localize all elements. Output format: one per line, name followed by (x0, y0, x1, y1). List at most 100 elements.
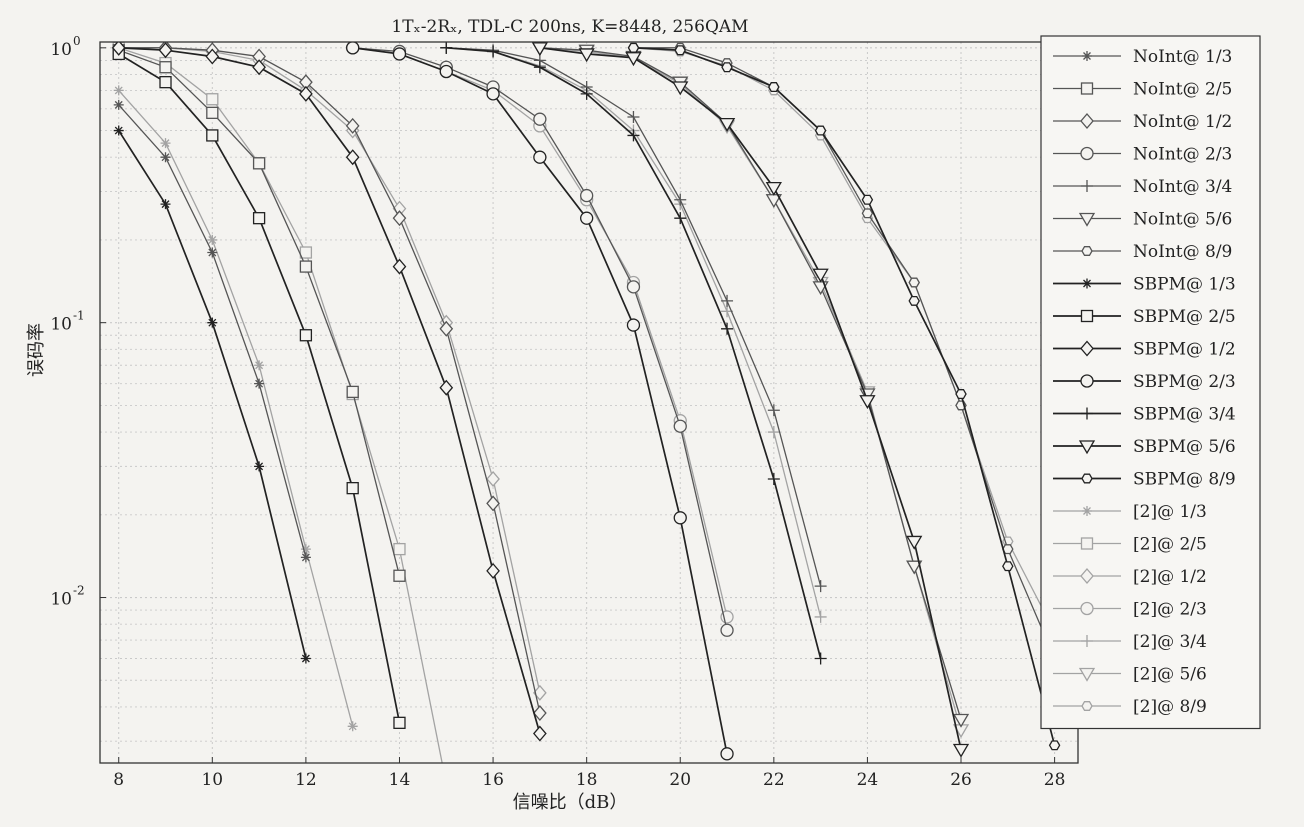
data-point (626, 318, 641, 332)
series-sbpm-5-6 (531, 42, 970, 758)
data-point (626, 280, 641, 294)
data-point (300, 653, 311, 664)
data-point (252, 59, 266, 76)
data-point (441, 778, 452, 789)
data-point (952, 713, 970, 728)
legend-label: [2]@ 5/6 (1133, 665, 1207, 685)
data-point (580, 87, 593, 100)
data-point (908, 295, 920, 306)
x-tick-label: 20 (669, 770, 691, 790)
legend-label: SBPM@ 1/2 (1133, 340, 1236, 360)
data-point (300, 552, 311, 563)
legend-label: [2]@ 8/9 (1133, 697, 1207, 717)
data-point (207, 234, 218, 245)
x-tick-label: 26 (950, 770, 972, 790)
data-point (533, 705, 547, 722)
data-point (159, 76, 172, 89)
data-point (345, 117, 360, 134)
data-point (861, 208, 874, 219)
data-point (721, 62, 733, 73)
data-point (487, 45, 500, 58)
data-point (299, 246, 313, 259)
legend-item: NoInt@ 1/2 (1053, 112, 1232, 132)
data-point (160, 152, 171, 163)
data-point (393, 569, 406, 582)
data-point (765, 181, 782, 196)
data-point (1078, 667, 1096, 682)
data-point (392, 210, 407, 227)
data-point (533, 725, 547, 742)
data-point (254, 461, 265, 472)
data-point (767, 426, 780, 439)
data-point (486, 495, 500, 512)
data-point (1081, 635, 1093, 647)
series-sbpm-1-3 (113, 125, 311, 664)
series-noint-1-3 (113, 99, 311, 563)
series-line (539, 47, 962, 731)
data-point (113, 99, 124, 110)
series-line (539, 47, 962, 720)
data-point (1082, 51, 1092, 61)
data-point (160, 138, 171, 149)
series--2-1-3 (113, 85, 358, 732)
series-noint-3-4 (440, 42, 827, 593)
data-point (578, 48, 595, 63)
data-point (674, 212, 687, 225)
data-point (1081, 473, 1093, 484)
data-point (720, 747, 734, 761)
legend-label: [2]@ 1/3 (1133, 502, 1207, 522)
x-axis-label: 信噪比（dB） (513, 792, 628, 813)
data-point (160, 199, 171, 210)
data-point (1048, 740, 1061, 751)
data-point (113, 85, 124, 96)
y-tick-exponent: -1 (73, 309, 85, 323)
x-tick-label: 16 (482, 770, 504, 790)
x-tick-label: 28 (1044, 770, 1066, 790)
data-point (111, 42, 126, 56)
legend-item: [2]@ 2/3 (1053, 600, 1207, 620)
data-point (300, 544, 311, 555)
series--2-3-4 (440, 42, 827, 623)
data-point (580, 211, 594, 225)
legend-label: SBPM@ 1/3 (1133, 275, 1236, 295)
legend-item: NoInt@ 5/6 (1053, 210, 1232, 230)
data-point (440, 42, 453, 54)
data-point (1081, 246, 1093, 256)
series-line (539, 46, 962, 750)
legend-item: SBPM@ 2/5 (1053, 307, 1236, 327)
series-sbpm-3-4 (440, 42, 827, 665)
y-tick-label: 10 -2 (50, 584, 84, 610)
x-tick-label: 18 (576, 770, 598, 790)
legend-label: NoInt@ 2/5 (1133, 80, 1232, 100)
data-point (533, 150, 547, 164)
data-point (533, 61, 546, 74)
data-point (627, 111, 640, 124)
data-point (1082, 278, 1092, 289)
series-sbpm-2-3 (346, 42, 734, 761)
series-line (633, 47, 1056, 659)
data-point (439, 64, 453, 79)
data-point (627, 42, 640, 53)
legend-label: SBPM@ 2/5 (1133, 307, 1236, 327)
grid-lines (100, 42, 1078, 763)
legend-item: SBPM@ 1/3 (1053, 275, 1236, 295)
data-point (205, 48, 220, 65)
data-point (814, 580, 827, 593)
data-point (159, 61, 172, 74)
legend-item: SBPM@ 5/6 (1053, 437, 1236, 457)
data-series (111, 42, 1061, 789)
y-tick-exponent: 0 (73, 34, 81, 48)
data-point (1002, 561, 1014, 572)
data-point (720, 623, 734, 637)
legend-label: SBPM@ 5/6 (1133, 437, 1236, 457)
data-point (252, 157, 266, 170)
series-line (352, 47, 728, 631)
data-point (673, 511, 687, 525)
data-point (814, 652, 827, 665)
series--2-2-5 (112, 42, 452, 789)
data-point (812, 268, 829, 283)
data-point (346, 385, 359, 399)
